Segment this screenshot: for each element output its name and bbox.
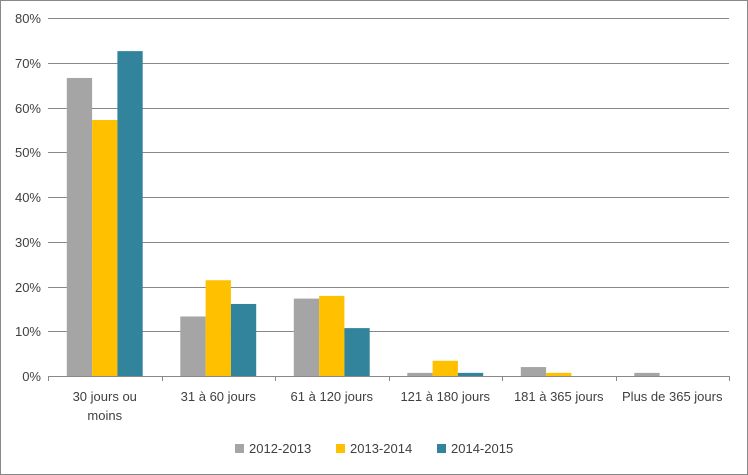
legend-swatch <box>235 444 244 453</box>
bar[interactable] <box>319 295 345 376</box>
x-category-label: 181 à 365 jours <box>514 389 604 404</box>
bar[interactable] <box>432 360 458 376</box>
y-tick-label: 10% <box>15 324 41 339</box>
bar[interactable] <box>520 367 547 376</box>
bar[interactable] <box>634 372 660 376</box>
y-tick-label: 40% <box>15 190 41 205</box>
x-category-label: 61 à 120 jours <box>291 389 374 404</box>
y-tick-label: 70% <box>15 56 41 71</box>
bar[interactable] <box>117 51 143 377</box>
bar[interactable] <box>66 77 93 376</box>
y-tick-label: 80% <box>15 11 41 26</box>
bar[interactable] <box>205 280 231 376</box>
y-tick-label: 50% <box>15 145 41 160</box>
bar[interactable] <box>92 120 118 376</box>
x-category-label: 121 à 180 jours <box>400 389 490 404</box>
bar[interactable] <box>293 298 320 376</box>
bar[interactable] <box>457 372 484 376</box>
legend-swatch <box>336 444 345 453</box>
x-category-label: 30 jours ou <box>73 389 137 404</box>
y-tick-label: 0% <box>22 369 41 384</box>
bar[interactable] <box>546 372 572 376</box>
x-category-label: moins <box>87 408 122 423</box>
bar[interactable] <box>344 328 370 376</box>
y-tick-label: 30% <box>15 235 41 250</box>
bar[interactable] <box>407 372 433 376</box>
legend-swatch <box>437 444 446 453</box>
y-tick-label: 60% <box>15 101 41 116</box>
y-tick-label: 20% <box>15 280 41 295</box>
bar[interactable] <box>180 316 206 376</box>
legend-label: 2012-2013 <box>249 441 311 456</box>
x-category-label: 31 à 60 jours <box>181 389 257 404</box>
x-category-label: Plus de 365 jours <box>622 389 723 404</box>
bar[interactable] <box>230 303 257 376</box>
legend-label: 2014-2015 <box>451 441 513 456</box>
legend-label: 2013-2014 <box>350 441 412 456</box>
